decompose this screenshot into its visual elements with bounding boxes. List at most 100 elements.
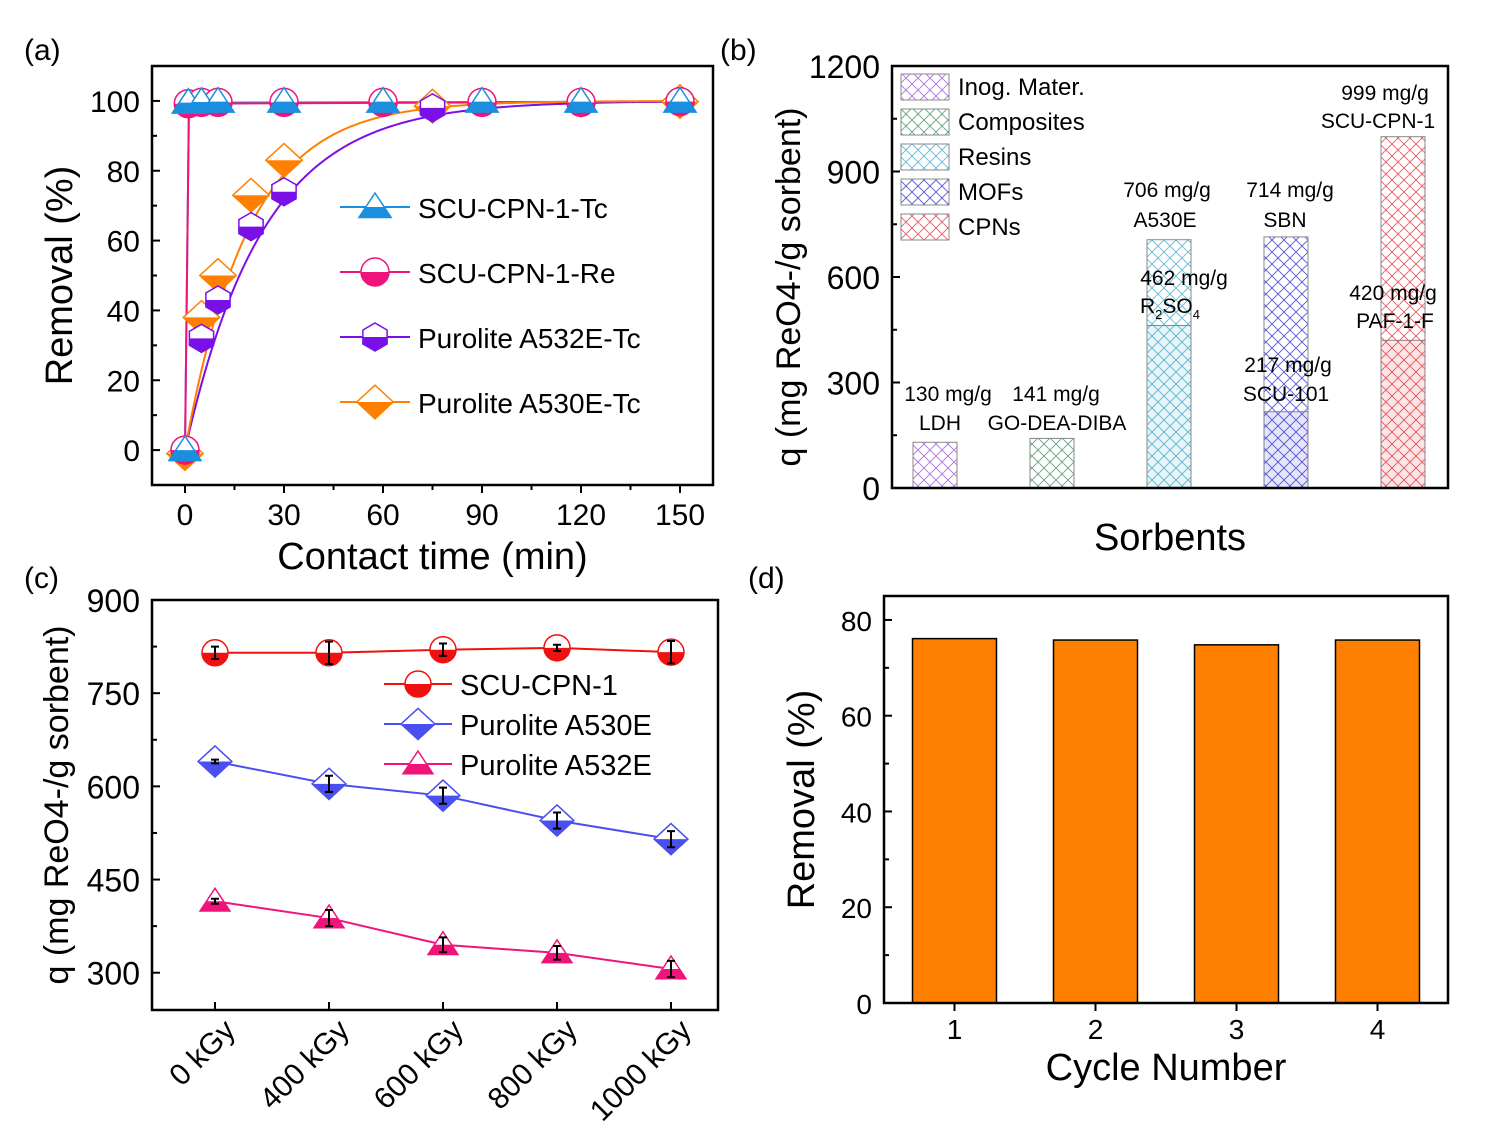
- y-tick-label: 40: [107, 295, 140, 328]
- error-bar: [553, 643, 561, 652]
- y-axis-title: Removal (%): [39, 166, 81, 386]
- legend-label: MOFs: [958, 179, 1023, 206]
- y-tick-label: 600: [827, 260, 880, 296]
- marker-outline: [238, 211, 264, 242]
- y-tick-label: 80: [107, 156, 140, 189]
- marker-bottom: [267, 101, 301, 113]
- x-tick-label: 90: [465, 499, 498, 532]
- marker-outline: [315, 639, 343, 667]
- y-axis-title: q (mg ReO4-/g sorbent): [770, 107, 808, 466]
- bar-name-label: PAF-1-F: [1356, 310, 1434, 333]
- marker-bottom: [366, 101, 400, 113]
- error-bar: [553, 811, 561, 830]
- label-part: 4: [1193, 307, 1200, 322]
- legend-marker: [360, 257, 390, 287]
- data-point: [662, 86, 698, 113]
- marker-outline: [543, 634, 571, 662]
- marker-bottom: [271, 191, 297, 206]
- panel-label-d: (d): [748, 562, 785, 595]
- bar-value-label: 141 mg/g: [1012, 383, 1100, 406]
- error-bar: [211, 897, 219, 905]
- bar: [912, 441, 958, 489]
- marker-bottom: [362, 337, 388, 351]
- legend-marker: [357, 191, 393, 219]
- panel-d: (d) 0 20 40 60 80 1 2 3 4 Cycle Number Removal (%): [748, 562, 1450, 1089]
- bar-name-label: A530E: [1133, 209, 1196, 232]
- label-part: R: [1140, 295, 1155, 318]
- inner-bar-shade: [1264, 411, 1308, 488]
- bar-name-label: SCU-101: [1243, 383, 1329, 406]
- legend-swatch: [900, 108, 950, 136]
- marker-outline: [310, 767, 348, 801]
- marker-bottom: [358, 207, 392, 218]
- x-tick-label: 0 kGy: [163, 1014, 242, 1093]
- bar-value-label: 999 mg/g: [1341, 82, 1429, 105]
- data-point: [543, 634, 571, 662]
- error-bar: [211, 645, 219, 661]
- marker-outline: [266, 86, 302, 113]
- marker-bottom: [403, 764, 433, 774]
- y-tick-label: 20: [107, 365, 140, 398]
- marker-outline: [167, 434, 203, 462]
- x-axis-title: Cycle Number: [1046, 1047, 1287, 1089]
- data-point: [271, 176, 297, 207]
- data-point: [238, 211, 264, 242]
- panel-c: (c) 300 450 600 750 900 0 kGy 400 kGy 600 kGy 800…: [24, 562, 720, 1128]
- data-point: [231, 177, 271, 214]
- bar-name-label: GO-DEA-DIBA: [988, 412, 1127, 435]
- error-bar: [439, 936, 447, 954]
- y-tick-label: 600: [87, 769, 140, 805]
- marker-outline: [360, 257, 390, 287]
- y-tick-label: 300: [87, 956, 140, 992]
- bar-value-label: 217 mg/g: [1244, 354, 1332, 377]
- marker-outline: [654, 954, 688, 980]
- panel-a: (a) 0 20 40 60 80 100 0 30 60 90 120 150 Contact time…: [24, 34, 715, 578]
- data-point: [188, 323, 215, 354]
- marker-bottom: [564, 101, 598, 113]
- legend-label: SCU-CPN-1: [460, 670, 618, 702]
- bar: [911, 637, 998, 1004]
- marker-outline: [540, 938, 574, 964]
- plot-frame: [150, 598, 720, 1012]
- data-point: [464, 86, 500, 113]
- marker-outline: [188, 323, 215, 354]
- marker-bottom: [232, 195, 270, 212]
- panel-label-c: (c): [24, 562, 59, 595]
- marker-outline: [196, 744, 234, 779]
- y-tick-label: 40: [841, 797, 872, 828]
- legend-label: Purolite A530E-Tc: [418, 388, 641, 419]
- legend-label: CPNs: [958, 214, 1021, 241]
- plot-frame: [150, 64, 715, 487]
- legend-marker: [362, 322, 388, 352]
- y-tick-label: 450: [87, 863, 140, 899]
- y-tick-label: 0: [856, 989, 872, 1020]
- error-bar: [553, 945, 561, 961]
- panel-label-b: (b): [720, 34, 757, 67]
- legend-swatch: [900, 213, 950, 241]
- x-tick-label: 600 kGy: [368, 1014, 470, 1116]
- marker-outline: [657, 638, 685, 666]
- inner-bar: [1146, 325, 1192, 489]
- panel-b: (b) 0 300 600 900 1200 130 mg/g LDH 141 mg/g GO-D…: [720, 34, 1450, 559]
- x-tick-label: 1000 kGy: [584, 1014, 698, 1128]
- marker-bottom: [200, 901, 230, 912]
- legend-swatch: [900, 178, 950, 206]
- y-tick-label: 900: [827, 155, 880, 191]
- error-bar: [667, 830, 675, 849]
- marker-bottom: [544, 647, 570, 661]
- marker-bottom: [356, 402, 394, 419]
- inner-bar: [1263, 411, 1309, 489]
- legend-label: Purolite A532E: [460, 750, 652, 782]
- y-axis-title: q (mg ReO4-/g sorbent): [38, 625, 76, 984]
- marker-outline: [424, 779, 462, 813]
- error-bar: [211, 758, 219, 765]
- marker-outline: [355, 384, 395, 420]
- legend-marker: [399, 707, 437, 741]
- x-tick-label: 120: [556, 499, 606, 532]
- legend-label: SCU-CPN-1-Re: [418, 258, 616, 289]
- legend-marker: [404, 670, 432, 698]
- x-tick-label: 60: [366, 499, 399, 532]
- marker-bottom: [198, 761, 232, 778]
- marker-bottom: [465, 101, 499, 113]
